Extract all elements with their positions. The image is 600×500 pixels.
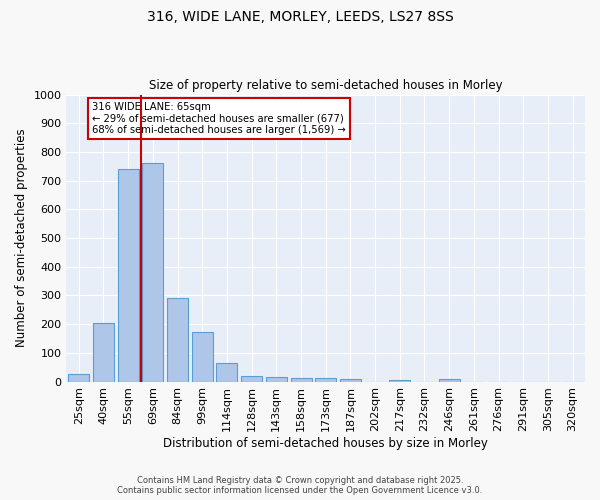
Title: Size of property relative to semi-detached houses in Morley: Size of property relative to semi-detach… — [149, 79, 503, 92]
Bar — [389, 380, 410, 382]
Bar — [290, 378, 311, 382]
Y-axis label: Number of semi-detached properties: Number of semi-detached properties — [15, 129, 28, 348]
Bar — [315, 378, 336, 382]
Text: 316 WIDE LANE: 65sqm
← 29% of semi-detached houses are smaller (677)
68% of semi: 316 WIDE LANE: 65sqm ← 29% of semi-detac… — [92, 102, 346, 135]
Bar — [439, 380, 460, 382]
Bar — [68, 374, 89, 382]
Text: Contains HM Land Registry data © Crown copyright and database right 2025.
Contai: Contains HM Land Registry data © Crown c… — [118, 476, 482, 495]
Bar — [192, 332, 213, 382]
Bar — [93, 324, 114, 382]
Text: 316, WIDE LANE, MORLEY, LEEDS, LS27 8SS: 316, WIDE LANE, MORLEY, LEEDS, LS27 8SS — [146, 10, 454, 24]
Bar — [217, 363, 238, 382]
Bar — [241, 376, 262, 382]
X-axis label: Distribution of semi-detached houses by size in Morley: Distribution of semi-detached houses by … — [163, 437, 488, 450]
Bar — [266, 378, 287, 382]
Bar — [167, 298, 188, 382]
Bar — [118, 169, 139, 382]
Bar — [340, 380, 361, 382]
Bar — [142, 164, 163, 382]
